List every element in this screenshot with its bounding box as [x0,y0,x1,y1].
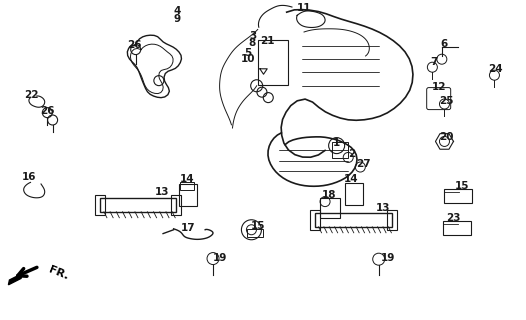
Text: FR.: FR. [47,264,70,281]
Bar [315,213,392,227]
Text: 15: 15 [250,220,265,231]
Bar [332,142,348,158]
Polygon shape [8,274,22,285]
Text: 27: 27 [356,159,370,169]
Text: 14: 14 [179,174,194,184]
Text: 20: 20 [439,132,453,142]
Text: 9: 9 [174,13,181,24]
Bar [345,183,362,205]
Bar [444,189,472,204]
Bar [247,229,263,237]
Text: 15: 15 [454,181,469,191]
Text: 25: 25 [439,96,453,106]
Text: 3: 3 [249,31,256,41]
Bar [258,40,288,85]
Text: 21: 21 [260,36,275,46]
Text: 11: 11 [297,3,311,13]
Text: 18: 18 [321,189,336,200]
Text: 19: 19 [381,252,396,263]
Bar [320,198,340,218]
Text: 5: 5 [245,48,252,58]
Text: 2: 2 [348,149,355,159]
Text: 13: 13 [376,203,390,213]
Bar [180,182,194,190]
Text: 26: 26 [40,106,55,116]
Bar [443,221,471,236]
Text: 1: 1 [333,138,340,148]
Text: 24: 24 [488,64,503,74]
Bar [100,198,176,212]
Bar [309,210,320,230]
Text: 12: 12 [432,82,447,92]
Text: 8: 8 [249,38,256,48]
Text: 23: 23 [446,213,461,223]
Text: 4: 4 [174,6,181,16]
Text: 7: 7 [430,57,438,68]
Bar [95,195,105,215]
Text: 14: 14 [344,174,359,184]
Text: 13: 13 [155,187,169,197]
Text: 10: 10 [241,54,256,64]
Text: 19: 19 [213,252,227,263]
Text: 22: 22 [24,90,39,100]
Text: 16: 16 [22,172,36,182]
Text: 6: 6 [441,39,448,49]
Bar [179,184,197,206]
Text: 17: 17 [181,223,196,233]
Bar [171,195,181,215]
Bar [387,210,398,230]
Text: 26: 26 [127,40,141,51]
